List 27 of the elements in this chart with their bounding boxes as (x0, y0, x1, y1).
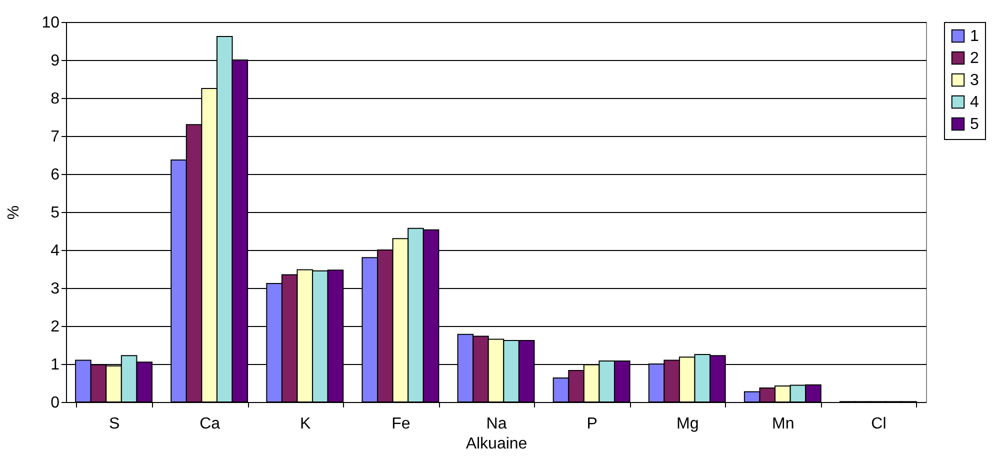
x-tick-label: P (586, 416, 598, 432)
x-axis-title: Alkuaine (466, 436, 528, 452)
legend-label: 3 (970, 72, 979, 89)
legend-label: 2 (970, 50, 979, 67)
x-tick-label: K (300, 416, 312, 432)
x-tick-label: Mg (676, 416, 699, 432)
y-tick-label: 8 (50, 90, 60, 108)
y-tick-label: 6 (50, 166, 60, 184)
x-tick-label: Mn (772, 416, 794, 432)
legend-label: 1 (970, 28, 979, 45)
y-tick-label: 9 (50, 52, 60, 70)
legend-label: 4 (970, 94, 979, 111)
y-tick-label: 4 (50, 242, 60, 260)
y-tick-label: 10 (42, 14, 60, 32)
legend-label: 5 (970, 116, 979, 133)
x-tick-label: Fe (392, 416, 410, 432)
y-tick-label: 0 (50, 394, 60, 412)
x-tick-label: Cl (871, 416, 886, 432)
y-tick-label: 7 (50, 128, 60, 146)
y-tick-label: 1 (50, 356, 60, 374)
y-tick-label: 5 (50, 204, 60, 222)
x-tick-label: Na (486, 416, 507, 432)
x-tick-label: Ca (200, 416, 220, 432)
y-axis-title: % (6, 205, 23, 220)
x-tick-label: S (108, 416, 120, 432)
y-tick-label: 2 (50, 318, 60, 336)
y-tick-label: 3 (50, 280, 60, 298)
